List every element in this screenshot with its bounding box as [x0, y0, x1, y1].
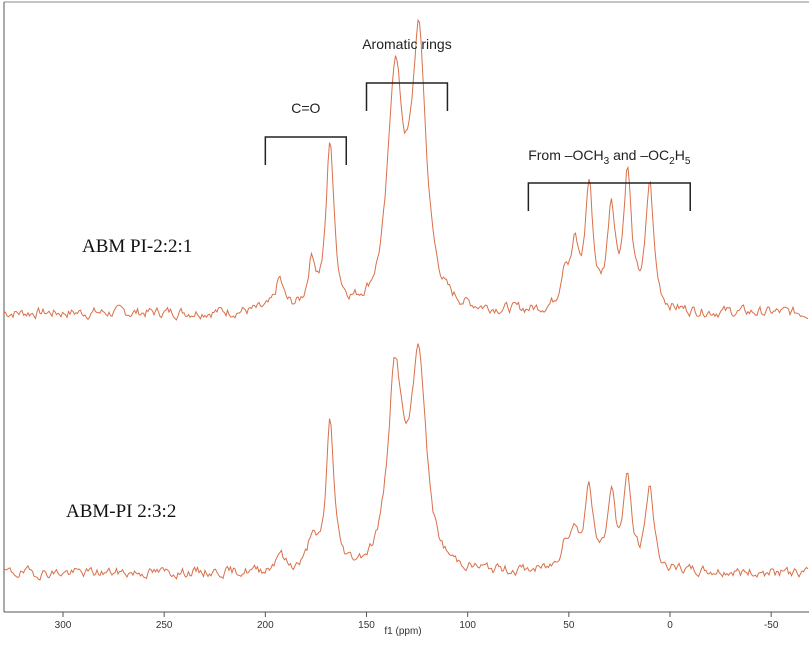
series-label-bottom: ABM-PI 2:3:2: [66, 501, 176, 522]
spectra-layer: [3, 18, 809, 581]
x-tick-label: 200: [257, 620, 274, 631]
annotation-label-2: Aromatic rings: [362, 36, 451, 52]
x-tick-layer: 300 250 200 150 100 50 0 -50: [55, 612, 779, 631]
x-tick-label: 250: [156, 620, 173, 631]
bracket-layer: C=O Aromatic rings From –OCH3 and –OC2H5: [264, 36, 691, 211]
x-tick-label: 50: [563, 620, 575, 631]
annotation-label-1: C=O: [291, 100, 320, 116]
spectrum-line-1: [3, 18, 809, 321]
x-tick-label: 100: [459, 620, 476, 631]
annotation-bracket-2: [365, 82, 449, 111]
annotation-bracket-1: [264, 136, 348, 165]
annotation-label-3: From –OCH3 and –OC2H5: [528, 147, 691, 167]
x-tick-label: -50: [764, 620, 779, 631]
spectrum-line-2: [3, 343, 809, 581]
x-axis-label: f1 (ppm): [384, 626, 421, 637]
x-tick-label: 0: [667, 620, 673, 631]
series-label-top: ABM PI-2:2:1: [82, 236, 192, 257]
x-tick-label: 150: [358, 620, 375, 631]
annotation-bracket-3: [527, 182, 691, 211]
x-tick-label: 300: [55, 620, 72, 631]
